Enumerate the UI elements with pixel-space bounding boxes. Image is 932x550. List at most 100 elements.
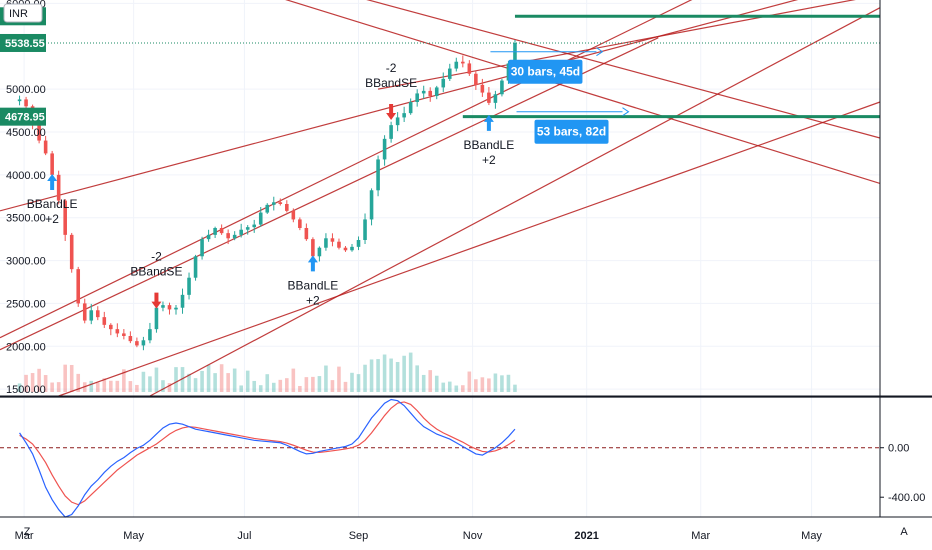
candle: [245, 225, 250, 235]
candle: [17, 95, 22, 106]
symbol-currency: INR: [9, 8, 28, 20]
volume-bar: [298, 385, 302, 392]
candle: [474, 71, 478, 90]
time-tick-label: May: [123, 530, 144, 542]
candle: [219, 224, 224, 235]
candle: [382, 135, 387, 166]
candle: [265, 203, 270, 214]
measure-label: 53 bars, 82d: [537, 125, 606, 139]
volume-bar: [474, 379, 478, 392]
signal-label: BBandLE: [464, 138, 515, 152]
signal-annotations: BBandLE+2-2BBandSEBBandLE+2-2BBandSEBBan…: [27, 61, 514, 309]
time-tick-label: Jul: [237, 530, 251, 542]
candle-body: [311, 239, 315, 257]
candle-body: [343, 247, 348, 251]
grid: [0, 0, 880, 517]
signal-label: BBandSE: [365, 76, 417, 90]
candle-body: [382, 138, 387, 160]
candle-body: [421, 90, 426, 94]
volume-bar: [402, 355, 406, 392]
volume-bar: [56, 382, 61, 392]
candle: [252, 219, 257, 233]
volume-bar: [467, 371, 472, 392]
zoom-button-label: Z: [24, 526, 31, 538]
candle-body: [428, 90, 433, 96]
candle: [415, 89, 419, 107]
price-tag-label: 4678.95: [5, 112, 45, 124]
candle: [102, 311, 107, 328]
candle: [258, 207, 263, 227]
symbol-badge-box: [3, 3, 43, 23]
indicator-fast-line: [19, 398, 516, 518]
candle-body: [148, 329, 152, 341]
candle-body: [317, 247, 322, 257]
candle: [82, 298, 87, 324]
candle: [213, 226, 217, 238]
volume-bar: [376, 359, 380, 392]
volume-bar: [434, 375, 439, 392]
trend-line: [0, 37, 659, 351]
arrow-right-icon: [622, 107, 630, 117]
candle-body: [376, 159, 380, 191]
signal-label: +2: [482, 153, 496, 167]
zoom-button[interactable]: Z: [24, 526, 31, 538]
candle: [63, 199, 67, 241]
volume-bar: [63, 364, 67, 392]
candle-body: [350, 246, 354, 251]
auto-scale-button[interactable]: A: [900, 526, 908, 538]
candle: [148, 322, 152, 344]
volume-bar: [115, 380, 120, 392]
candle-body: [265, 204, 270, 213]
candle: [285, 200, 289, 213]
volume-bar: [324, 365, 328, 392]
volume-bar: [304, 377, 309, 392]
volume-bar: [487, 378, 491, 392]
volume-bar: [167, 383, 172, 392]
measure-tool: 30 bars, 45d: [490, 47, 604, 84]
candle: [441, 72, 446, 93]
candle-body: [389, 125, 393, 139]
candle: [317, 246, 322, 262]
volume-bar: [180, 367, 185, 392]
candle-body: [480, 84, 485, 93]
candle-body: [161, 305, 165, 308]
candle-body: [500, 80, 504, 95]
candle: [89, 303, 94, 325]
volume-bar: [37, 368, 41, 392]
candle-body: [252, 224, 257, 228]
candle-body: [278, 202, 283, 204]
candle-body: [56, 174, 61, 201]
measure-label: 30 bars, 45d: [511, 65, 580, 79]
signal-label: -2: [386, 61, 397, 75]
candle-body: [395, 117, 400, 126]
volume-bar: [441, 382, 446, 392]
measure-tools: 30 bars, 45d 53 bars, 82d: [490, 47, 630, 144]
candle-body: [167, 305, 172, 310]
trend-line: [149, 7, 881, 397]
time-tick-label: Nov: [463, 530, 483, 542]
arrow-down-icon: [386, 104, 397, 120]
volume-bar: [213, 373, 217, 392]
candle: [350, 244, 354, 252]
candle-body: [408, 102, 413, 114]
volume-bar: [317, 376, 322, 392]
candle: [95, 306, 100, 321]
indicator-tick-label: 0.00: [888, 443, 909, 455]
volume-bar: [454, 385, 459, 392]
time-tick-label: 2021: [574, 530, 598, 542]
candle: [239, 223, 243, 238]
volume-bar: [50, 382, 54, 392]
volume-bar: [278, 379, 283, 392]
candle: [500, 78, 504, 97]
volume-bar: [285, 378, 289, 392]
candle: [363, 213, 367, 245]
candle-body: [180, 294, 185, 308]
volume-bar: [343, 381, 348, 392]
candle-body: [115, 329, 120, 334]
candle: [278, 198, 283, 206]
candle: [69, 232, 74, 273]
candle-body: [206, 234, 211, 240]
candle-body: [219, 228, 224, 234]
